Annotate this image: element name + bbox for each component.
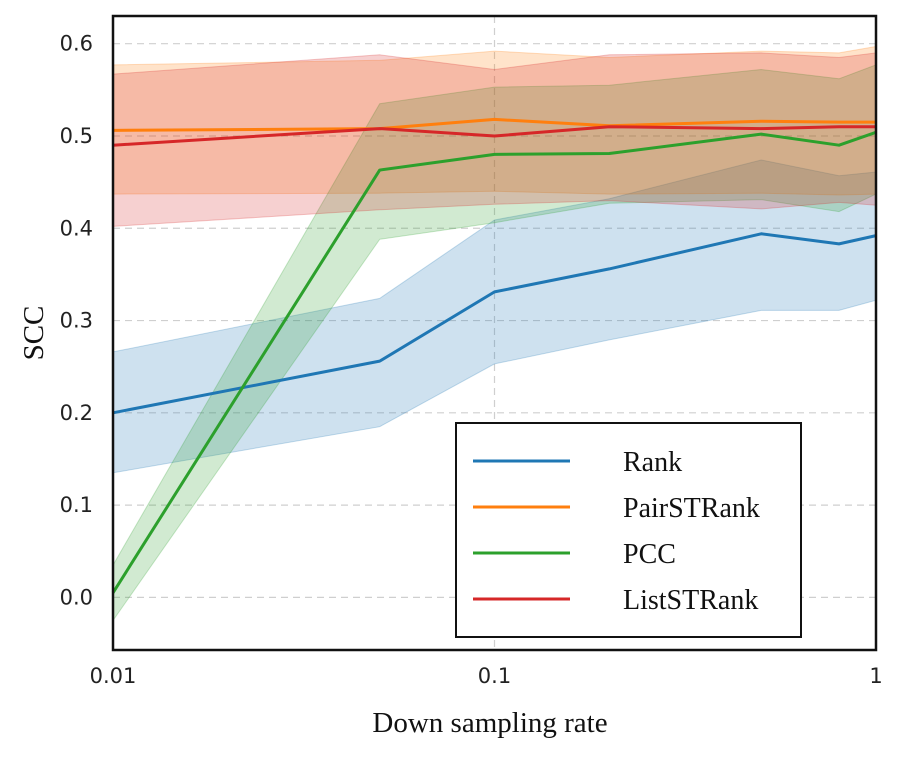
- x-tick-label: 0.01: [90, 664, 137, 688]
- y-axis-ticks: 0.0 0.1 0.2 0.3 0.4 0.5 0.6: [60, 32, 93, 610]
- legend-label-pairstrank: PairSTRank: [623, 493, 760, 524]
- legend-label-rank: Rank: [623, 447, 682, 478]
- legend: Rank PairSTRank PCC ListSTRank: [455, 422, 802, 638]
- y-tick-label: 0.3: [60, 309, 93, 333]
- y-tick-label: 0.6: [60, 32, 93, 56]
- band-liststrank: [112, 52, 877, 227]
- y-tick-label: 0.1: [60, 493, 93, 517]
- y-axis-label: SCC: [18, 306, 50, 361]
- plot-frame: [111, 14, 878, 652]
- legend-label-pcc: PCC: [623, 539, 676, 570]
- legend-box: [455, 422, 802, 638]
- y-tick-label: 0.5: [60, 124, 93, 148]
- y-tick-label: 0.0: [60, 585, 93, 609]
- legend-label-liststrank: ListSTRank: [623, 585, 758, 616]
- y-tick-label: 0.2: [60, 401, 93, 425]
- y-tick-label: 0.4: [60, 216, 93, 240]
- x-axis-label: Down sampling rate: [372, 707, 607, 739]
- x-tick-label: 0.1: [478, 664, 511, 688]
- line-rank: [112, 232, 877, 415]
- x-axis-ticks: 0.01 0.1 1: [90, 664, 883, 688]
- line-liststrank: [112, 125, 876, 147]
- line-pcc: [111, 130, 877, 594]
- series-lines: [111, 117, 877, 594]
- x-tick-label: 1: [869, 664, 882, 688]
